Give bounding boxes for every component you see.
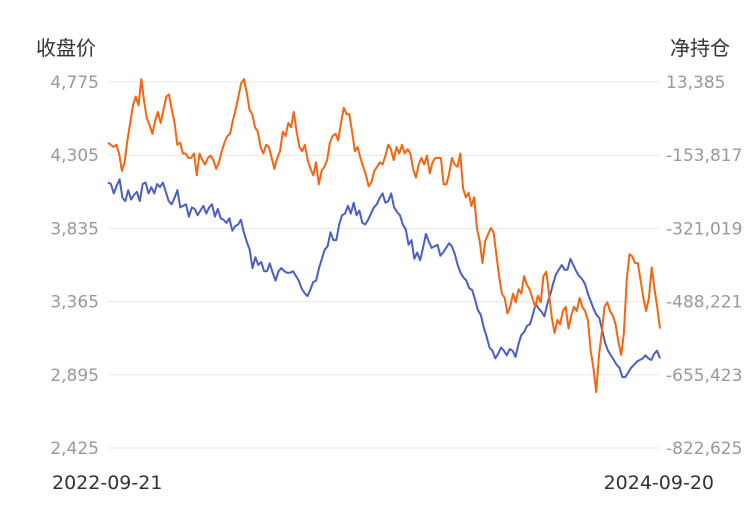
- left-tick-label: 4,775: [50, 73, 99, 93]
- left-axis-title: 收盘价: [36, 36, 96, 60]
- right-tick-label: 13,385: [666, 73, 725, 93]
- left-tick-label: 3,835: [50, 219, 99, 239]
- right-tick-label: -321,019: [666, 219, 742, 239]
- left-axis-ticks: 4,775 4,305 3,835 3,365 2,895 2,425: [50, 73, 99, 459]
- left-tick-label: 2,895: [50, 366, 99, 386]
- close-price-line: [107, 178, 661, 379]
- gridlines: [108, 81, 660, 449]
- left-tick-label: 2,425: [50, 439, 99, 459]
- right-tick-label: -153,817: [666, 146, 742, 166]
- right-tick-label: -655,423: [666, 366, 742, 386]
- net-position-line: [107, 78, 661, 394]
- right-axis-ticks: 13,385 -153,817 -321,019 -488,221 -655,423 -8…: [666, 73, 742, 459]
- x-start-label: 2022-09-21: [52, 472, 162, 494]
- right-tick-label: -488,221: [666, 293, 742, 313]
- x-end-label: 2024-09-20: [604, 472, 714, 494]
- series-lines: [107, 78, 661, 394]
- left-tick-label: 4,305: [50, 146, 99, 166]
- right-tick-label: -822,625: [666, 439, 742, 459]
- right-axis-title: 净持仓: [670, 36, 730, 60]
- left-tick-label: 3,365: [50, 293, 99, 313]
